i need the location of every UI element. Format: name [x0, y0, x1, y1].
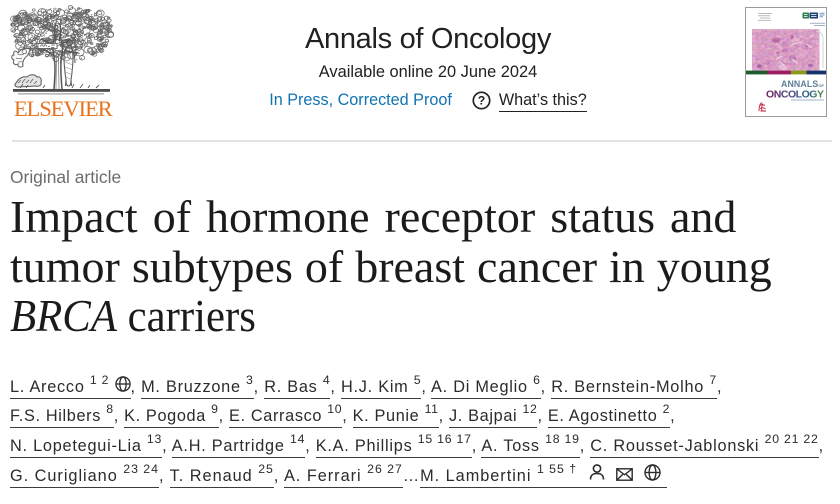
svg-text:ONCOLOGY: ONCOLOGY	[766, 89, 824, 101]
svg-text:ANNALSOF: ANNALSOF	[781, 79, 825, 89]
svg-text:?: ?	[478, 93, 485, 107]
